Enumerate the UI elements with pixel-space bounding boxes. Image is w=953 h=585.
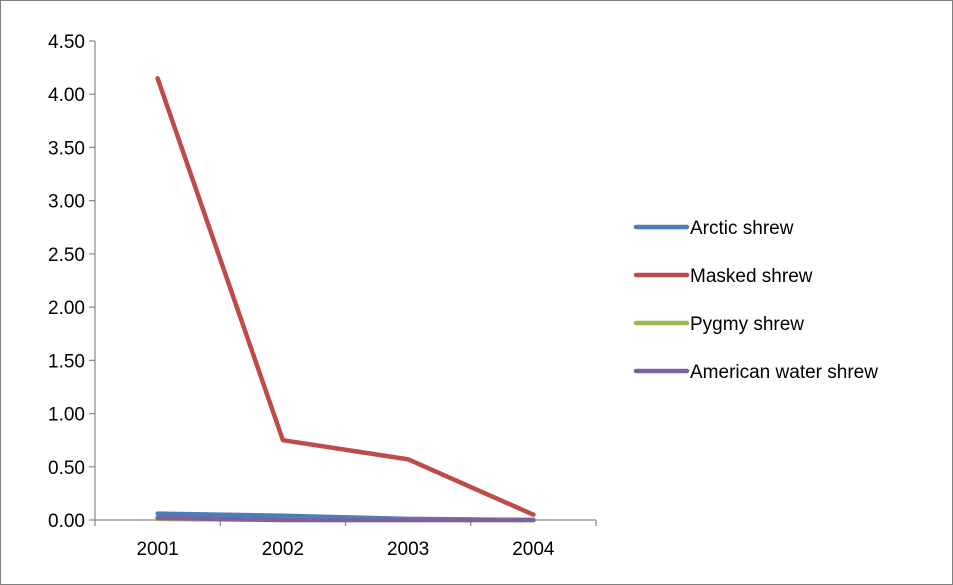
- y-tick-label: 1.00: [48, 405, 85, 426]
- legend: Arctic shrew Masked shrew Pygmy shrew Ameri…: [633, 218, 878, 383]
- series-line-american-water-shrew: [155, 515, 536, 523]
- y-tick-label: 0.00: [48, 511, 85, 532]
- legend-label-pygmy-shrew: Pygmy shrew: [690, 314, 804, 335]
- y-tick-label: 1.50: [48, 351, 85, 372]
- legend-label-american-water-shrew: American water shrew: [690, 362, 878, 383]
- y-tick-label: 0.50: [48, 458, 85, 479]
- x-axis-ticks: 2001 2002 2003 2004: [94, 520, 597, 560]
- x-tick-label: 2002: [262, 539, 304, 560]
- y-tick-label: 4.50: [48, 32, 85, 53]
- legend-label-arctic-shrew: Arctic shrew: [690, 218, 794, 239]
- x-tick-label: 2003: [387, 539, 429, 560]
- legend-label-masked-shrew: Masked shrew: [690, 266, 813, 287]
- y-axis-ticks: 0.00 0.50 1.00 1.50 2.00 2.50 3.00 3.50 4.00 4.50: [48, 32, 95, 532]
- series-line-masked-shrew: [155, 76, 536, 517]
- y-tick-label: 3.50: [48, 138, 85, 159]
- x-tick-label: 2004: [512, 539, 555, 560]
- series-lines: [155, 76, 536, 523]
- y-tick-label: 2.50: [48, 245, 85, 266]
- y-tick-label: 4.00: [48, 85, 85, 106]
- y-tick-label: 2.00: [48, 298, 85, 319]
- y-tick-label: 3.00: [48, 192, 85, 213]
- x-tick-label: 2001: [136, 539, 178, 560]
